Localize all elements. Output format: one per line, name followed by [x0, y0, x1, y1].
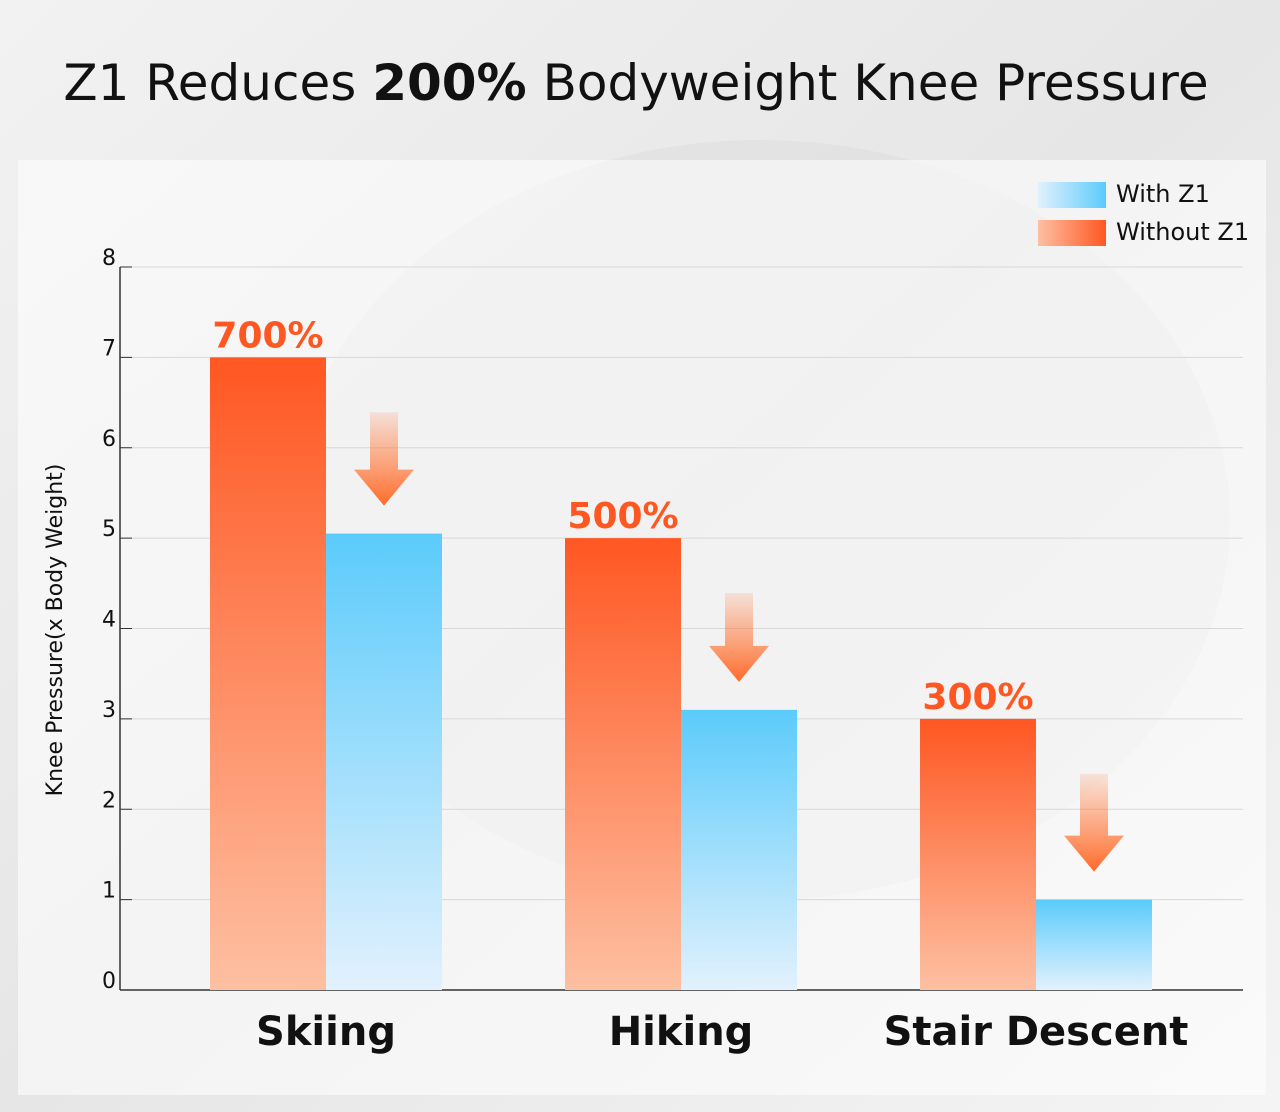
legend-label: Without Z1: [1116, 218, 1249, 246]
bar: [210, 357, 326, 990]
reduction-arrow: [709, 593, 769, 682]
value-label: 700%: [212, 315, 323, 356]
x-tick-label: Stair Descent: [884, 1009, 1189, 1055]
y-tick-label: 3: [102, 698, 116, 723]
y-tick-label: 2: [102, 788, 116, 813]
legend-swatch: [1038, 182, 1106, 208]
bar: [565, 538, 681, 990]
y-tick-label: 7: [102, 336, 116, 361]
y-tick-label: 0: [102, 969, 116, 994]
reduction-arrow: [354, 412, 414, 506]
chart-title: Z1 Reduces 200% Bodyweight Knee Pressure: [63, 54, 1208, 112]
y-tick-label: 8: [102, 246, 116, 271]
y-tick-label: 1: [102, 879, 116, 904]
reduction-arrow: [1064, 773, 1124, 872]
y-tick-label: 4: [102, 608, 116, 633]
value-label: 300%: [922, 677, 1033, 718]
bar: [920, 718, 1036, 990]
y-tick-label: 5: [102, 517, 116, 542]
y-axis-label: Knee Pressure(x Body Weight): [43, 464, 68, 797]
legend-swatch: [1038, 220, 1106, 246]
bar: [681, 709, 797, 990]
value-label: 500%: [567, 496, 678, 537]
x-tick-label: Hiking: [609, 1009, 754, 1055]
y-tick-label: 6: [102, 427, 116, 452]
legend-label: With Z1: [1116, 180, 1210, 208]
bar: [1036, 899, 1152, 990]
x-tick-label: Skiing: [256, 1009, 396, 1055]
bar: [326, 533, 442, 990]
